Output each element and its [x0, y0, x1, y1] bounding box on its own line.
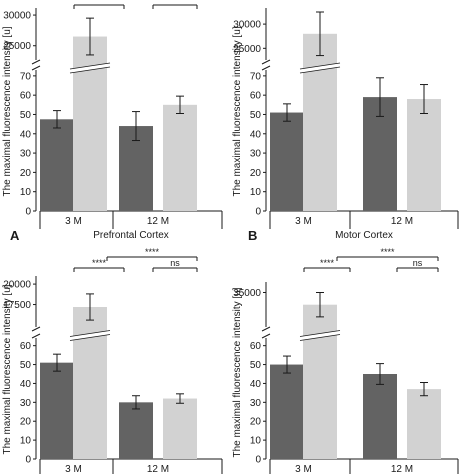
- bar: [270, 112, 304, 211]
- significance-label: ns: [170, 258, 180, 268]
- y-tick-label: 40: [250, 129, 262, 140]
- y-tick-label: 50: [20, 360, 32, 371]
- bar-break-line: [69, 330, 111, 337]
- significance-label: ****: [380, 247, 395, 257]
- bar: [163, 398, 197, 459]
- y-tick-label: 10: [250, 187, 262, 198]
- axis-break-mark: [261, 333, 271, 339]
- y-tick-label: 0: [25, 455, 31, 466]
- axis-break-mark: [31, 333, 41, 339]
- bar: [40, 362, 74, 459]
- y-tick-label: 0: [255, 207, 261, 218]
- category-label: 3 M: [295, 464, 312, 474]
- y-axis-label: The maximal fluorescence intensity [u]: [232, 287, 243, 457]
- significance-label: ****: [320, 258, 335, 268]
- bar-break-gap: [300, 330, 340, 341]
- significance-label: ****: [92, 258, 107, 268]
- y-tick-label: 60: [20, 91, 32, 102]
- x-axis-label: Motor Cortex: [335, 230, 393, 241]
- bar: [163, 104, 197, 211]
- x-axis-label: Prefrontal Cortex: [93, 230, 169, 241]
- y-tick-label: 30: [20, 398, 32, 409]
- bar-break-line: [299, 66, 341, 74]
- bar: [303, 304, 337, 459]
- bar: [119, 402, 153, 459]
- bar-break-gap: [70, 63, 110, 73]
- y-axis-label: The maximal fluorescence intensity [u]: [2, 284, 13, 454]
- bar-break-line: [299, 330, 341, 337]
- y-tick-label: 20: [250, 168, 262, 179]
- axis-break-mark: [261, 326, 271, 332]
- bar: [270, 364, 304, 459]
- y-tick-label: 30: [250, 149, 262, 160]
- bar-break-line: [299, 334, 341, 341]
- y-tick-label: 70: [20, 71, 32, 82]
- y-tick-label: 30: [20, 149, 32, 160]
- bar: [73, 307, 107, 459]
- axis-break-mark: [31, 59, 41, 65]
- y-tick-label: 0: [25, 207, 31, 218]
- y-tick-label: 17500: [3, 300, 31, 311]
- y-tick-label: 60: [250, 341, 262, 352]
- bar-break-line: [69, 62, 111, 70]
- significance-label: ****: [145, 247, 160, 257]
- y-tick-label: 30000: [233, 20, 261, 31]
- y-tick-label: 30000: [3, 11, 31, 22]
- y-tick-label: 50: [20, 110, 32, 121]
- y-tick-label: 20: [250, 417, 262, 428]
- y-tick-label: 25000: [3, 41, 31, 52]
- bar: [73, 36, 107, 212]
- y-tick-label: 35000: [233, 288, 261, 299]
- bar-break-gap: [70, 330, 110, 341]
- bar: [40, 119, 74, 211]
- axis-break-mark: [31, 65, 41, 71]
- y-tick-label: 40: [20, 129, 32, 140]
- bar: [407, 389, 441, 459]
- bar-break-line: [69, 66, 111, 74]
- category-label: 12 M: [147, 464, 169, 474]
- y-tick-label: 10: [20, 436, 32, 447]
- y-tick-label: 20: [20, 417, 32, 428]
- y-tick-label: 40: [250, 379, 262, 390]
- y-tick-label: 50: [250, 110, 262, 121]
- significance-label: ns: [413, 258, 423, 268]
- y-tick-label: 60: [250, 91, 262, 102]
- axis-break-mark: [261, 65, 271, 71]
- y-tick-label: 30: [250, 398, 262, 409]
- category-label: 3 M: [295, 216, 312, 227]
- y-tick-label: 20: [20, 168, 32, 179]
- category-label: 3 M: [65, 464, 82, 474]
- panel-letter: B: [248, 228, 257, 243]
- category-label: 12 M: [391, 464, 413, 474]
- y-tick-label: 60: [20, 341, 32, 352]
- category-label: 12 M: [147, 216, 169, 227]
- panel-letter: A: [10, 228, 20, 243]
- y-tick-label: 25000: [233, 44, 261, 55]
- y-axis-label: The maximal fluorescence intensity [u]: [2, 26, 13, 196]
- category-label: 3 M: [65, 216, 82, 227]
- y-tick-label: 0: [255, 455, 261, 466]
- y-tick-label: 50: [250, 360, 262, 371]
- axis-break-mark: [261, 59, 271, 65]
- bar-break-line: [299, 62, 341, 70]
- bar: [407, 99, 441, 211]
- y-tick-label: 20000: [3, 280, 31, 291]
- y-tick-label: 10: [20, 187, 32, 198]
- axis-break-mark: [31, 326, 41, 332]
- bar-break-gap: [300, 63, 340, 73]
- bar: [363, 374, 397, 459]
- bar: [303, 33, 337, 211]
- category-label: 12 M: [391, 216, 413, 227]
- y-tick-label: 10: [250, 436, 262, 447]
- y-tick-label: 40: [20, 379, 32, 390]
- chart-panel-1: 0 10 20 30 40 50 60 70 25000 30000 The maximal flu…: [2, 4, 223, 243]
- y-axis-label: The maximal fluorescence intensity [u]: [232, 26, 243, 196]
- bar-break-line: [69, 334, 111, 341]
- y-tick-label: 70: [250, 71, 262, 82]
